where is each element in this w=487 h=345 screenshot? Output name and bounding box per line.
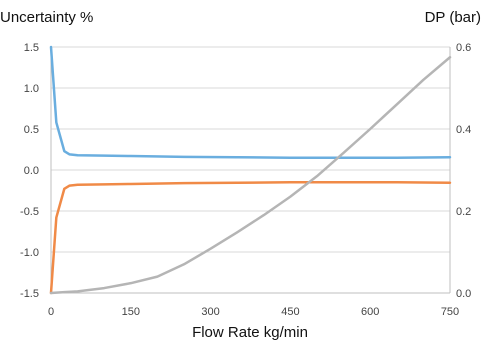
- axes: [50, 47, 451, 294]
- data-series: [49, 45, 452, 295]
- x-tick-label: 0: [48, 306, 54, 318]
- y-right-tick-label: 0.4: [456, 124, 471, 136]
- x-tick-label: 600: [361, 306, 379, 318]
- y-right-tick-label: 0.0: [456, 288, 471, 300]
- y-left-tick-label: 1.0: [24, 83, 39, 95]
- y-left-tick-label: -0.5: [20, 206, 39, 218]
- y-left-tick-label: -1.5: [20, 288, 39, 300]
- y-left-tick-label: -1.0: [20, 247, 39, 259]
- gridlines: [51, 46, 450, 294]
- y-left-tick-label: 0.0: [24, 165, 39, 177]
- left-axis-title: Uncertainty %: [0, 9, 93, 26]
- y-left-tick-label: 1.5: [24, 42, 39, 54]
- x-tick-label: 150: [122, 306, 140, 318]
- x-tick-label: 750: [441, 306, 459, 318]
- x-tick-label: 450: [281, 306, 299, 318]
- x-tick-label: 300: [201, 306, 219, 318]
- series-line-dp: [49, 56, 452, 295]
- series-line-upper-uncertainty: [49, 45, 452, 159]
- tick-labels: 0 150 300 450 600 750 1.5 1.0 0.5 0.0 -0.5 -1.0 -1.5…: [20, 42, 471, 318]
- series-line-lower-uncertainty: [49, 181, 452, 295]
- y-right-tick-label: 0.6: [456, 42, 471, 54]
- right-axis-title: DP (bar): [425, 9, 481, 26]
- y-right-tick-label: 0.2: [456, 206, 471, 218]
- x-axis-title: Flow Rate kg/min: [192, 324, 308, 341]
- y-left-tick-label: 0.5: [24, 124, 39, 136]
